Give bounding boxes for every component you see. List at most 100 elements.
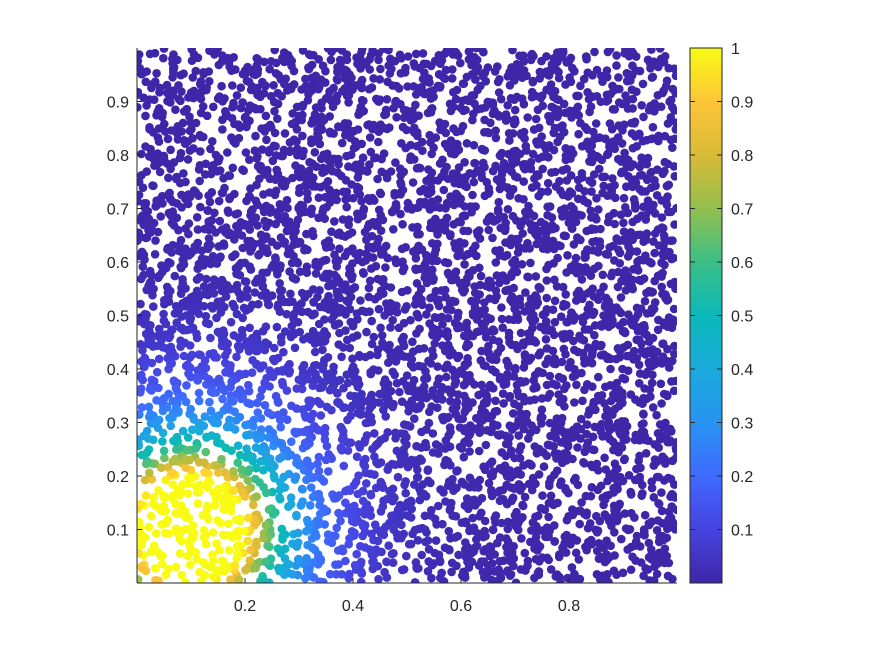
scatter-point [374,304,384,314]
scatter-point [556,186,565,195]
scatter-point [620,454,629,464]
scatter-point [328,382,337,392]
scatter-point [463,339,472,349]
scatter-point [288,109,298,118]
scatter-point [176,235,186,245]
scatter-point [620,417,630,426]
scatter-point [621,266,630,275]
scatter-point [273,353,283,363]
scatter-point [196,147,205,156]
scatter-point [572,109,582,118]
scatter-point [341,280,350,289]
scatter-point [137,56,143,66]
scatter-point [199,558,209,567]
scatter-point [330,250,339,260]
scatter-point [522,409,531,419]
scatter-point [632,353,642,363]
scatter-point [260,401,270,410]
scatter-point [642,175,652,185]
scatter-point [210,501,220,510]
scatter-point [144,445,154,454]
scatter-point [309,173,318,182]
scatter-point [560,438,569,448]
scatter-point [510,255,520,265]
scatter-point [241,277,251,287]
scatter-point [562,515,572,525]
scatter-point [290,343,300,353]
scatter-point [314,466,324,476]
scatter-point [580,385,589,395]
scatter-point [200,412,210,421]
scatter-point [306,414,316,424]
scatter-point [573,347,583,357]
scatter-point [468,478,478,487]
scatter-point [641,210,651,220]
scatter-point [226,575,235,583]
scatter-point [439,577,449,583]
scatter-point [609,138,619,148]
scatter-point [235,289,244,299]
scatter-point [652,457,662,467]
scatter-point [450,149,459,159]
scatter-point [234,133,244,143]
scatter-point [648,122,658,132]
scatter-point [139,93,148,102]
scatter-point [571,371,580,380]
scatter-point [670,172,677,181]
scatter-point [553,498,562,508]
scatter-point [505,81,515,90]
scatter-point [217,188,227,198]
scatter-point [479,557,489,566]
scatter-point [487,487,496,497]
scatter-point [340,403,350,412]
scatter-point [335,228,344,237]
scatter-point [280,554,290,563]
scatter-point [597,71,606,81]
scatter-point [138,211,148,220]
scatter-point [642,309,652,318]
scatter-point [493,430,503,440]
scatter-point [412,141,422,151]
scatter-point [140,533,150,542]
scatter-point [168,480,177,489]
scatter-point [320,355,329,365]
scatter-point [404,352,413,362]
scatter-point [648,206,658,216]
scatter-point [477,380,486,390]
scatter-point [280,544,290,554]
scatter-point [503,548,513,558]
scatter-point [369,556,378,566]
scatter-point [226,506,236,516]
scatter-point [381,105,391,115]
scatter-point [240,341,250,350]
scatter-point [450,239,459,248]
scatter-point [602,66,612,75]
scatter-point [335,68,345,77]
scatter-point [351,378,360,387]
scatter-point [411,100,420,110]
scatter-point [587,224,597,233]
scatter-point [205,397,214,407]
scatter-point [250,563,259,572]
scatter-point [171,404,181,413]
scatter-point [137,177,144,187]
scatter-point [452,171,462,180]
scatter-point [214,468,223,477]
scatter-point [351,477,361,487]
scatter-point [470,159,480,168]
scatter-point [178,255,187,265]
scatter-point [342,437,352,447]
scatter-point [229,53,238,62]
scatter-point [573,443,582,452]
scatter-point [478,70,487,79]
scatter-point [554,552,564,562]
scatter-point [487,365,497,375]
scatter-point [336,59,345,68]
scatter-point [494,197,504,207]
scatter-point [568,265,577,275]
scatter-point [388,484,398,494]
scatter-point [251,278,260,287]
scatter-point [517,94,527,103]
scatter-point [137,228,143,238]
scatter-point [647,258,656,268]
